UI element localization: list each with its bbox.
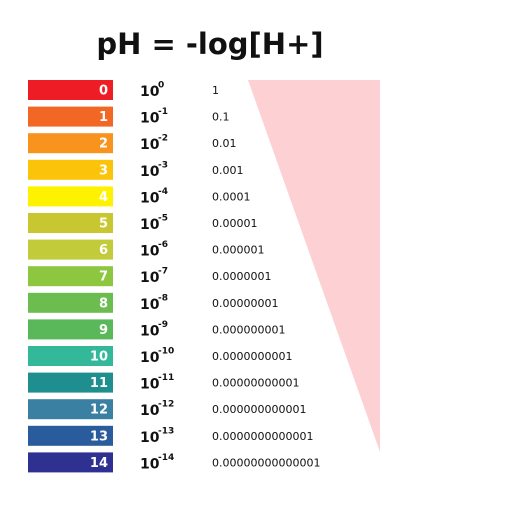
power-exponent: -10: [158, 347, 174, 357]
power-base: 10: [140, 430, 160, 446]
power-base: 10: [140, 111, 160, 127]
power-exponent: -8: [158, 293, 168, 303]
ph-value: 4: [99, 190, 108, 205]
concentration: 0.000000000001: [212, 403, 306, 416]
ph-swatch: [28, 319, 113, 340]
ph-value: 3: [99, 163, 108, 178]
ph-swatch: [28, 133, 113, 154]
ph-swatch: [28, 292, 113, 313]
ph-value: 0: [99, 84, 108, 99]
power-exponent: -3: [158, 160, 168, 170]
power-exponent: -2: [158, 134, 168, 144]
power-exponent: -11: [158, 373, 174, 383]
concentration: 0.000000001: [212, 323, 285, 336]
concentration: 0.0000000001: [212, 350, 292, 363]
concentration: 0.00001: [212, 217, 258, 230]
power-exponent: -1: [158, 107, 168, 117]
ph-value: 8: [99, 296, 108, 311]
power-base: 10: [140, 377, 160, 393]
power-base: 10: [140, 270, 160, 286]
concentration: 0.0001: [212, 190, 251, 203]
ph-swatch: [28, 80, 113, 100]
ph-value: 1: [99, 110, 108, 125]
concentration: 1: [212, 84, 219, 97]
title: pH = -log[H+]: [96, 27, 323, 61]
concentration: 0.00000000000001: [212, 456, 320, 469]
ph-value: 13: [90, 429, 108, 444]
power-exponent: -5: [158, 214, 168, 224]
concentration: 0.1: [212, 111, 230, 124]
ph-swatch: [28, 159, 113, 180]
power-base: 10: [140, 164, 160, 180]
ph-swatch: [28, 239, 113, 260]
power-exponent: 0: [158, 81, 164, 91]
ph-value: 5: [99, 217, 108, 232]
ph-swatch: [28, 399, 113, 420]
ph-swatch: [28, 106, 113, 127]
ph-value: 11: [90, 376, 108, 391]
concentration: 0.001: [212, 164, 244, 177]
power-base: 10: [140, 456, 160, 472]
concentration: 0.00000001: [212, 297, 278, 310]
ph-value: 10: [90, 350, 108, 365]
ph-value: 7: [99, 270, 108, 285]
concentration: 0.0000001: [212, 270, 272, 283]
power-exponent: -13: [158, 426, 174, 436]
concentration: 0.0000000000001: [212, 430, 313, 443]
ph-value: 14: [90, 456, 108, 471]
power-base: 10: [140, 323, 160, 339]
power-base: 10: [140, 190, 160, 206]
ph-swatch: [28, 452, 113, 473]
concentration-wedge: [248, 80, 380, 452]
concentration: 0.01: [212, 137, 237, 150]
ph-swatch: [28, 266, 113, 287]
power-base: 10: [140, 403, 160, 419]
ph-value: 9: [99, 323, 108, 338]
power-exponent: -12: [158, 400, 174, 410]
ph-value: 6: [99, 243, 108, 258]
power-exponent: -14: [158, 453, 174, 463]
power-base: 10: [140, 137, 160, 153]
power-base: 10: [140, 350, 160, 366]
ph-swatch: [28, 346, 113, 366]
power-exponent: -6: [158, 240, 168, 250]
concentration: 0.00000000001: [212, 377, 299, 390]
ph-value: 2: [99, 137, 108, 152]
power-exponent: -7: [158, 267, 168, 277]
power-exponent: -4: [158, 187, 168, 197]
ph-swatch: [28, 186, 113, 207]
power-exponent: -9: [158, 320, 168, 330]
power-base: 10: [140, 84, 160, 100]
ph-swatch: [28, 425, 113, 446]
ph-value: 12: [90, 403, 108, 418]
power-base: 10: [140, 297, 160, 313]
concentration: 0.000001: [212, 244, 265, 257]
power-base: 10: [140, 217, 160, 233]
ph-swatch: [28, 213, 113, 233]
ph-swatch: [28, 372, 113, 393]
power-base: 10: [140, 244, 160, 260]
